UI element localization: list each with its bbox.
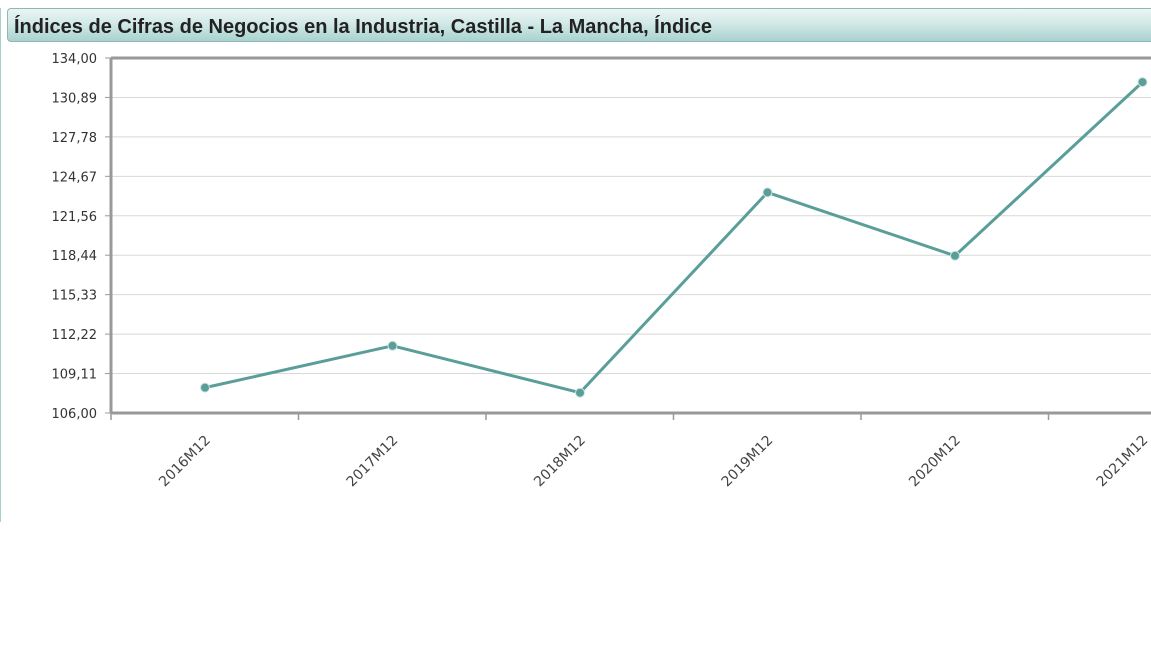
y-tick-label: 109,11 (52, 368, 98, 383)
x-tick-label: 2021M12 (1094, 433, 1151, 491)
y-tick-label: 106,00 (52, 407, 98, 422)
data-point (762, 187, 773, 198)
x-tick-label: 2017M12 (344, 433, 402, 491)
data-point (387, 340, 398, 351)
y-tick-label: 124,67 (52, 170, 98, 185)
data-point (575, 387, 585, 398)
y-tick-label: 127,78 (52, 131, 98, 146)
y-tick-labels: 106,00 109,11 112,22 115,33 118,44 121,56 124,… (52, 52, 98, 422)
y-tick-label: 130,89 (52, 91, 98, 106)
x-tick-label: 2016M12 (156, 433, 214, 491)
y-tick-label: 115,33 (52, 289, 98, 304)
series-line (203, 80, 1144, 395)
panel-title: Índices de Cifras de Negocios en la Indu… (14, 16, 712, 38)
y-tick-label: 118,44 (52, 249, 98, 264)
x-tick-label: 2020M12 (906, 433, 964, 491)
panel-title-bar: Índices de Cifras de Negocios en la Indu… (7, 8, 1151, 42)
data-point (950, 250, 960, 261)
data-point (200, 382, 210, 393)
grid-lines (111, 96, 1151, 375)
series (200, 77, 1148, 398)
axes (105, 56, 1151, 420)
y-tick-label: 134,00 (52, 52, 98, 67)
data-point (1137, 77, 1148, 88)
chart-panel: Índices de Cifras de Negocios en la Indu… (0, 8, 1151, 522)
x-tick-label: 2019M12 (719, 433, 777, 491)
x-tick-label: 2018M12 (531, 433, 589, 491)
y-tick-label: 112,22 (52, 328, 98, 343)
y-tick-label: 121,56 (52, 210, 98, 225)
x-tick-labels: 2016M12 2017M12 2018M12 2019M12 2020M12 2021M… (156, 433, 1151, 491)
